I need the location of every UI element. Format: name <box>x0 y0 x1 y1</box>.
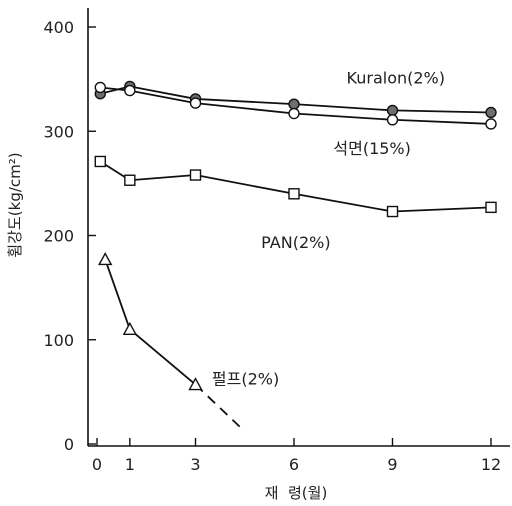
x-tick-label: 12 <box>481 455 501 474</box>
data-point <box>386 104 399 117</box>
data-point <box>485 118 497 130</box>
x-tick-label: 1 <box>125 455 135 474</box>
y-tick-label: 200 <box>43 227 74 246</box>
x-axis-title: 재 령(월) <box>265 484 328 502</box>
data-point <box>98 252 113 266</box>
series-label: Kuralon(2%) <box>347 68 445 87</box>
y-tick-label: 400 <box>43 18 74 37</box>
series-4 <box>98 252 246 433</box>
ticks: 0 100 200 300 400 0 1 3 6 9 12 <box>43 18 501 474</box>
data-point <box>189 169 202 181</box>
y-tick-label: 300 <box>43 122 74 141</box>
y-tick-label: 0 <box>64 435 74 454</box>
data-point <box>485 201 497 214</box>
series-label: 석면(15%) <box>333 139 411 158</box>
series-labels: Kuralon(2%) 석면(15%) PAN(2%) 펄프(2%) <box>212 68 445 388</box>
series-label: PAN(2%) <box>261 233 330 252</box>
series-line <box>99 160 492 213</box>
x-tick-label: 9 <box>387 455 397 474</box>
y-tick-label: 100 <box>43 331 74 350</box>
data-point <box>386 205 399 218</box>
data-point <box>288 188 300 200</box>
x-tick-label: 0 <box>92 455 102 474</box>
data-point <box>485 106 497 119</box>
axes <box>87 8 510 447</box>
data-point <box>386 114 399 126</box>
y-axis-title: 휨강도(kg/cm²) <box>6 152 24 257</box>
series-line <box>104 259 197 386</box>
series-dashed-extension <box>194 383 246 433</box>
series-2 <box>94 81 497 130</box>
data-point <box>94 155 106 168</box>
data-point <box>188 377 203 391</box>
data-point <box>189 97 202 109</box>
series-label: 펄프(2%) <box>212 370 279 389</box>
data-point <box>122 321 138 336</box>
x-tick-label: 3 <box>190 455 200 474</box>
data-point <box>94 81 106 94</box>
data-point <box>288 107 300 120</box>
data-point <box>124 174 136 186</box>
data-point <box>124 84 136 97</box>
series-3 <box>94 155 497 218</box>
series-group <box>94 80 497 433</box>
data-point <box>288 98 300 110</box>
x-tick-label: 6 <box>289 455 299 474</box>
